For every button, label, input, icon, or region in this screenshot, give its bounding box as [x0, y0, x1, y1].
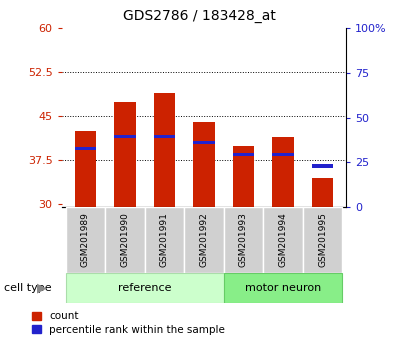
Text: GSM201994: GSM201994	[279, 212, 287, 267]
Bar	[272, 153, 294, 156]
Text: motor neuron: motor neuron	[245, 282, 321, 293]
Text: reference: reference	[118, 282, 172, 293]
Text: GSM201989: GSM201989	[81, 212, 90, 267]
Bar	[66, 273, 224, 303]
Bar	[232, 153, 254, 156]
Bar	[154, 135, 176, 138]
Bar	[303, 207, 342, 273]
Text: GDS2786 / 183428_at: GDS2786 / 183428_at	[123, 9, 275, 23]
Bar	[263, 207, 303, 273]
Bar	[184, 207, 224, 273]
Bar	[74, 147, 96, 150]
Legend: count, percentile rank within the sample: count, percentile rank within the sample	[32, 312, 225, 335]
Text: GSM201992: GSM201992	[199, 212, 209, 267]
Bar	[312, 178, 334, 207]
Text: cell type: cell type	[4, 282, 52, 293]
Bar	[193, 122, 215, 207]
Bar	[74, 131, 96, 207]
Text: GSM201991: GSM201991	[160, 212, 169, 267]
Bar	[224, 273, 342, 303]
Text: GSM201995: GSM201995	[318, 212, 327, 267]
Bar	[105, 207, 145, 273]
Bar	[272, 137, 294, 207]
Text: GSM201993: GSM201993	[239, 212, 248, 267]
Bar	[114, 102, 136, 207]
Bar	[114, 135, 136, 138]
Bar	[145, 207, 184, 273]
Bar	[224, 207, 263, 273]
Text: GSM201990: GSM201990	[121, 212, 129, 267]
Bar	[154, 93, 176, 207]
Bar	[312, 165, 334, 168]
Text: ▶: ▶	[37, 281, 47, 294]
Bar	[232, 145, 254, 207]
Bar	[66, 207, 105, 273]
Bar	[193, 141, 215, 144]
